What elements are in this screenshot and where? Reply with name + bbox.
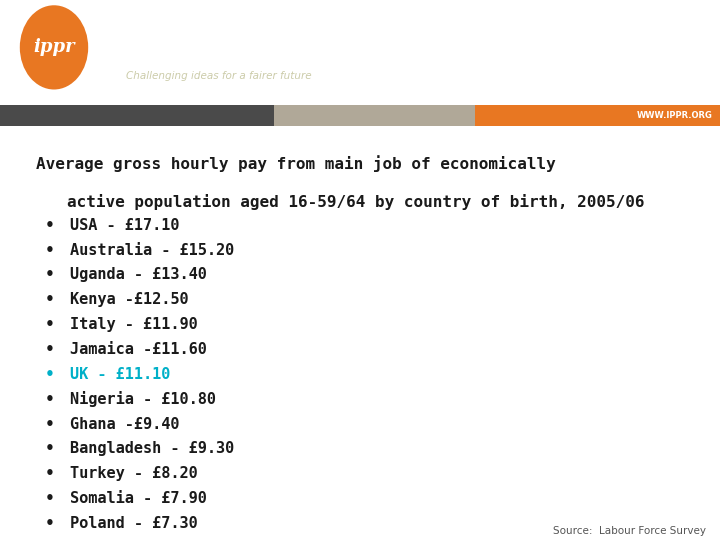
Text: active population aged 16-59/64 by country of birth, 2005/06: active population aged 16-59/64 by count…: [67, 194, 644, 210]
Text: •: •: [45, 466, 55, 481]
Text: Source:  Labour Force Survey: Source: Labour Force Survey: [553, 526, 706, 536]
Text: Bangladesh - £9.30: Bangladesh - £9.30: [71, 441, 235, 456]
Text: •: •: [45, 491, 55, 506]
Text: Uganda - £13.40: Uganda - £13.40: [71, 267, 207, 282]
Text: •: •: [45, 392, 55, 407]
FancyBboxPatch shape: [0, 105, 274, 126]
Text: •: •: [45, 242, 55, 258]
Text: Turkey - £8.20: Turkey - £8.20: [71, 466, 198, 481]
Text: Italy - £11.90: Italy - £11.90: [71, 317, 198, 332]
Text: Nigeria - £10.80: Nigeria - £10.80: [71, 391, 217, 407]
Text: Australia - £15.20: Australia - £15.20: [71, 242, 235, 258]
Text: Kenya -£12.50: Kenya -£12.50: [71, 292, 189, 307]
FancyBboxPatch shape: [274, 105, 475, 126]
Text: WWW.IPPR.ORG: WWW.IPPR.ORG: [637, 111, 713, 120]
Text: •: •: [45, 292, 55, 307]
Text: Average gross hourly pay from main job of economically: Average gross hourly pay from main job o…: [35, 155, 555, 172]
Text: Somalia - £7.90: Somalia - £7.90: [71, 491, 207, 506]
Ellipse shape: [19, 5, 89, 90]
Text: •: •: [45, 342, 55, 357]
Text: •: •: [45, 516, 55, 531]
Text: •: •: [45, 218, 55, 233]
Text: Poland - £7.30: Poland - £7.30: [71, 516, 198, 531]
FancyBboxPatch shape: [475, 105, 720, 126]
Text: •: •: [45, 267, 55, 282]
Text: •: •: [45, 441, 55, 456]
Text: Challenging ideas for a fairer future: Challenging ideas for a fairer future: [126, 71, 312, 81]
Text: •: •: [45, 416, 55, 431]
Text: Institute for Public Policy Research: Institute for Public Policy Research: [126, 27, 485, 47]
Text: •: •: [45, 317, 55, 332]
Text: USA - £17.10: USA - £17.10: [71, 218, 180, 233]
Text: Jamaica -£11.60: Jamaica -£11.60: [71, 342, 207, 357]
Text: ippr: ippr: [33, 38, 75, 56]
Text: Ghana -£9.40: Ghana -£9.40: [71, 416, 180, 431]
Text: •: •: [45, 367, 55, 382]
Text: UK - £11.10: UK - £11.10: [71, 367, 171, 382]
